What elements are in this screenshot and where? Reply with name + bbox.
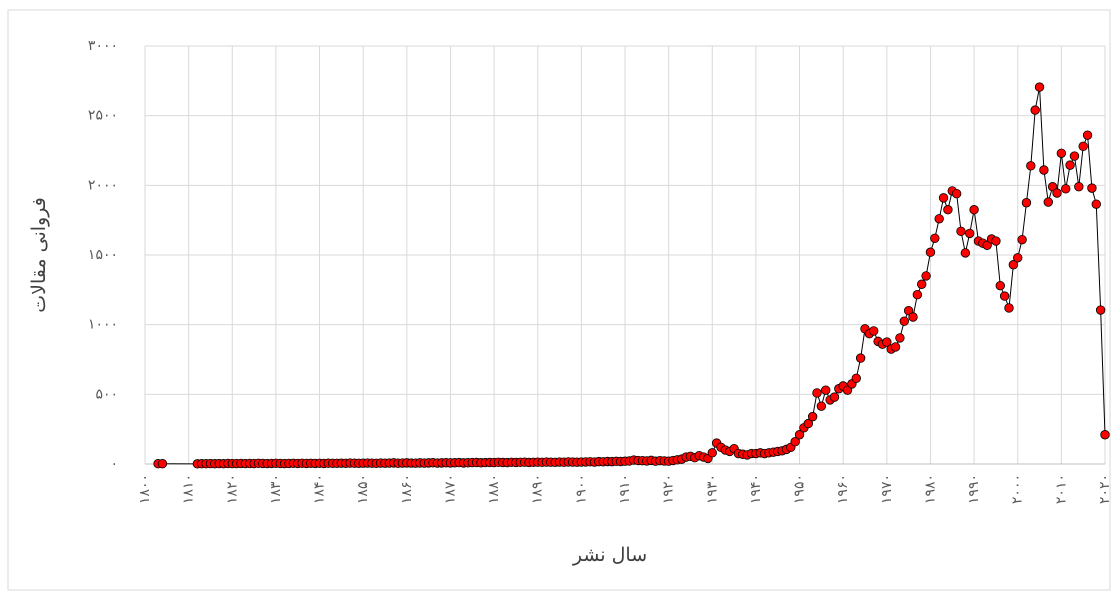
y-axis-title: فروانی مقالات [28, 197, 50, 312]
data-point [991, 236, 1001, 246]
y-tick-label: ۱۰۰۰ [88, 317, 118, 333]
x-tick-label: ۱۹۴۰ [748, 474, 764, 504]
data-point [829, 392, 840, 402]
data-point [899, 316, 909, 326]
data-point [1034, 82, 1045, 92]
data-point [1091, 199, 1101, 209]
data-point [1030, 105, 1040, 115]
data-point [1039, 165, 1049, 175]
data-point [925, 247, 936, 257]
data-point [1065, 160, 1075, 170]
data-point [1013, 253, 1023, 263]
x-tick-label: ۲۰۱۰ [1053, 474, 1069, 504]
x-tick-label: ۱۸۰۰ [137, 474, 153, 504]
x-tick-label: ۱۸۹۰ [530, 474, 546, 504]
chart-border [7, 9, 1111, 591]
data-point [917, 279, 927, 289]
data-point [869, 326, 879, 336]
data-point [1021, 198, 1032, 208]
x-tick-label: ۱۸۳۰ [268, 474, 284, 504]
data-point [1078, 141, 1088, 152]
x-tick-label: ۱۹۲۰ [661, 474, 677, 504]
data-point [1052, 188, 1062, 198]
data-point [1017, 234, 1027, 245]
data-point [1100, 430, 1110, 440]
data-point [890, 342, 901, 352]
y-tick-label: ۳۰۰۰ [88, 38, 118, 54]
x-axis-title: سال نشر [572, 544, 647, 566]
data-point [921, 271, 931, 281]
data-point [816, 401, 827, 411]
data-point [938, 193, 949, 203]
x-tick-label: ۱۸۶۰ [399, 474, 415, 504]
x-tick-label: ۱۹۰۰ [573, 474, 589, 504]
x-tick-label: ۱۹۱۰ [617, 474, 633, 504]
data-point [895, 333, 905, 343]
data-point [812, 388, 822, 398]
data-point [930, 233, 940, 243]
data-point [1069, 151, 1080, 161]
x-tick-label: ۱۹۹۰ [966, 474, 982, 504]
data-point [951, 188, 962, 199]
data-point [855, 353, 866, 363]
data-point [960, 248, 971, 258]
x-tick-label: ۲۰۰۰ [1010, 474, 1026, 504]
data-point [1095, 305, 1106, 315]
y-tick-label: ۲۰۰۰ [88, 177, 118, 193]
x-tick-label: ۱۸۷۰ [442, 474, 458, 504]
data-point [908, 312, 918, 322]
data-point [821, 385, 831, 395]
data-point [912, 290, 923, 300]
data-point [707, 448, 717, 458]
data-point [995, 280, 1005, 291]
data-point [794, 430, 805, 440]
x-tick-label: ۱۹۷۰ [879, 474, 895, 504]
x-tick-label: ۱۸۵۰ [355, 474, 371, 504]
data-point [807, 411, 818, 422]
x-tick-label: ۱۸۸۰ [486, 474, 502, 504]
data-point [157, 459, 168, 469]
data-point [969, 205, 979, 215]
data-point [999, 291, 1010, 301]
data-point [1043, 197, 1053, 207]
data-point [965, 228, 975, 239]
x-tick-label: ۱۹۵۰ [792, 474, 808, 504]
y-tick-label: ۱۵۰۰ [88, 247, 118, 263]
x-tick-label: ۱۹۶۰ [835, 474, 851, 504]
x-tick-label: ۲۰۲۰ [1097, 474, 1113, 504]
x-tick-label: ۱۹۸۰ [922, 474, 938, 504]
data-point [943, 205, 953, 215]
data-point [803, 418, 813, 429]
x-tick-label: ۱۹۳۰ [704, 474, 720, 504]
data-point [1082, 130, 1093, 140]
data-point [851, 373, 861, 384]
data-point [1074, 182, 1084, 192]
data-point [1087, 183, 1097, 193]
data-point [1004, 303, 1014, 313]
data-point [1056, 148, 1067, 158]
y-tick-label: ۰ [110, 456, 118, 472]
data-point [790, 437, 800, 447]
data-point [882, 337, 892, 347]
y-tick-label: ۲۵۰۰ [88, 108, 118, 124]
x-tick-label: ۱۸۱۰ [181, 474, 197, 504]
data-point [1026, 161, 1036, 171]
data-point [934, 214, 944, 224]
x-tick-label: ۱۸۴۰ [312, 474, 328, 504]
data-point [1008, 260, 1019, 270]
x-tick-label: ۱۸۲۰ [224, 474, 240, 504]
data-point [1061, 184, 1071, 194]
y-tick-label: ۵۰۰ [95, 386, 118, 402]
data-point [956, 226, 966, 237]
